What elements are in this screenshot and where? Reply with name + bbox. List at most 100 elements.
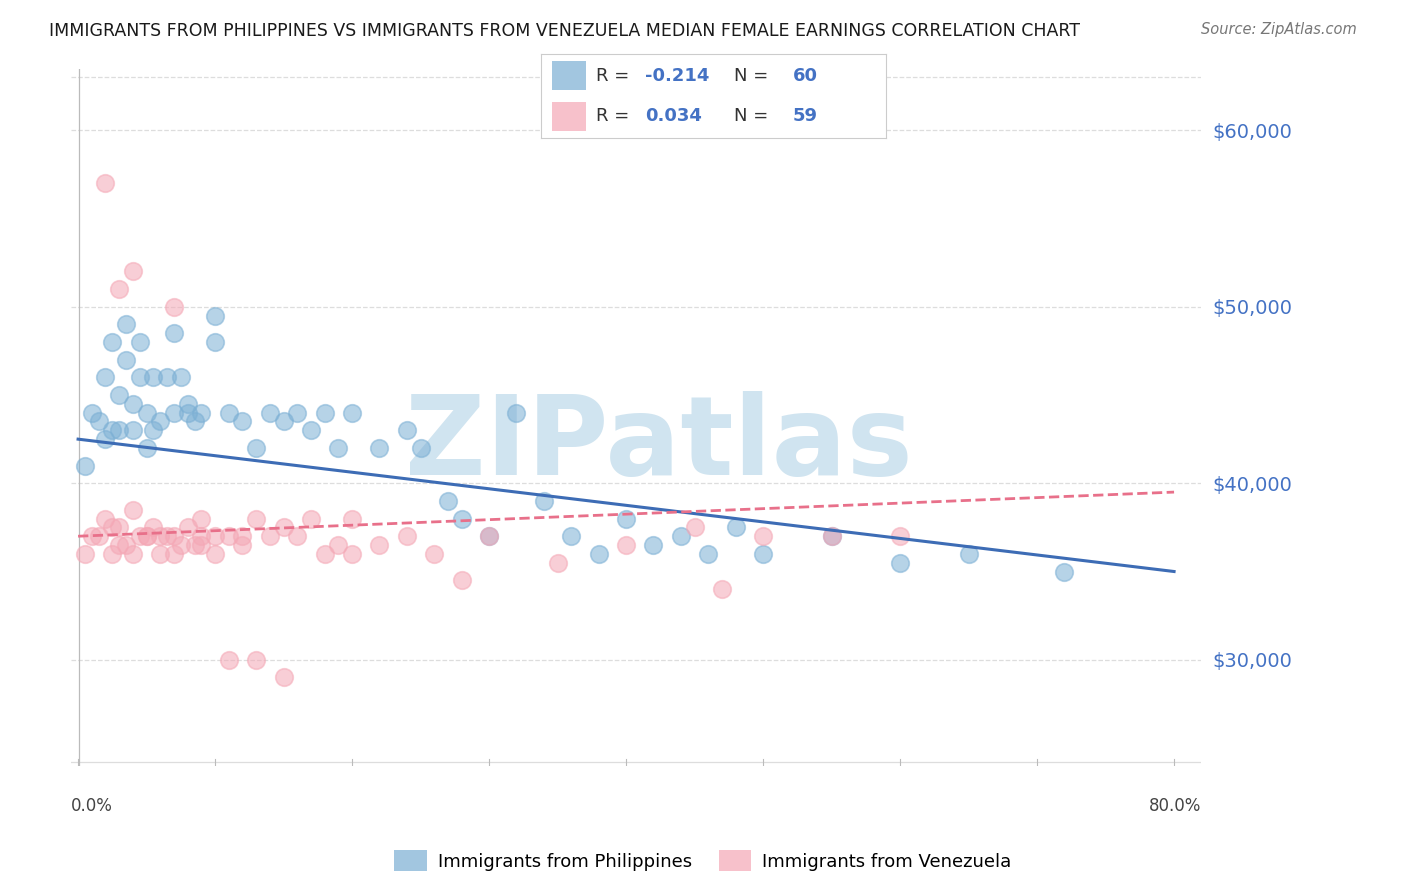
Point [87,415,110,429]
Point [231,529,253,543]
Point [135,441,157,455]
FancyBboxPatch shape [551,62,586,90]
Point [73,458,96,473]
Point [163,547,186,561]
Point [108,538,131,552]
Point [94,511,117,525]
Text: 80.0%: 80.0% [1149,797,1202,815]
Point [820,529,842,543]
Y-axis label: Median Female Earnings: Median Female Earnings [0,316,8,518]
Text: IMMIGRANTS FROM PHILIPPINES VS IMMIGRANTS FROM VENEZUELA MEDIAN FEMALE EARNINGS : IMMIGRANTS FROM PHILIPPINES VS IMMIGRANT… [49,22,1080,40]
Point [135,406,157,420]
Point [724,520,747,534]
FancyBboxPatch shape [551,102,586,130]
Point [299,511,322,525]
Point [101,547,124,561]
Point [101,423,124,437]
Point [142,370,165,384]
Point [163,300,186,314]
Point [328,441,350,455]
Point [135,529,157,543]
Point [957,547,980,561]
Point [533,494,555,508]
Point [108,520,131,534]
Point [183,538,205,552]
Point [423,547,446,561]
Point [156,370,179,384]
Point [163,326,186,341]
Point [73,547,96,561]
Point [122,547,145,561]
Point [94,176,117,190]
Point [231,538,253,552]
Point [163,406,186,420]
Point [478,529,501,543]
Point [149,547,172,561]
Point [115,318,138,332]
Point [614,538,637,552]
Point [547,556,569,570]
Point [889,529,911,543]
Point [156,529,179,543]
Point [218,653,240,667]
Point [245,511,267,525]
Point [285,406,308,420]
Point [183,415,205,429]
Point [170,370,193,384]
Point [395,423,418,437]
Point [340,406,363,420]
Point [340,547,363,561]
Point [101,334,124,349]
Point [176,520,198,534]
Point [437,494,460,508]
Point [108,282,131,296]
Point [94,432,117,446]
Point [122,502,145,516]
Point [128,529,150,543]
Point [218,406,240,420]
Point [80,529,103,543]
Text: Source: ZipAtlas.com: Source: ZipAtlas.com [1201,22,1357,37]
Point [752,529,775,543]
Point [505,406,527,420]
Point [314,406,336,420]
Point [450,574,472,588]
Point [190,511,212,525]
Point [190,538,212,552]
Point [368,441,391,455]
Point [478,529,501,543]
Point [285,529,308,543]
Text: ZIPatlas: ZIPatlas [405,392,912,499]
Point [115,352,138,367]
Legend: Immigrants from Philippines, Immigrants from Venezuela: Immigrants from Philippines, Immigrants … [387,843,1019,879]
Point [1053,565,1076,579]
Point [273,520,295,534]
Point [697,547,720,561]
Point [588,547,610,561]
Point [176,406,198,420]
Point [149,415,172,429]
Point [204,309,226,323]
Point [204,529,226,543]
Point [395,529,418,543]
Point [643,538,665,552]
Point [115,538,138,552]
Point [108,423,131,437]
Point [176,397,198,411]
Text: 59: 59 [793,107,818,125]
Point [128,370,150,384]
Point [101,520,124,534]
Point [409,441,432,455]
Point [683,520,706,534]
Point [204,334,226,349]
Text: N =: N = [734,67,775,85]
Point [190,529,212,543]
Point [149,529,172,543]
Point [87,529,110,543]
Point [108,388,131,402]
Point [820,529,842,543]
Text: R =: R = [596,67,636,85]
Text: 0.0%: 0.0% [72,797,112,815]
Point [80,406,103,420]
Point [889,556,911,570]
